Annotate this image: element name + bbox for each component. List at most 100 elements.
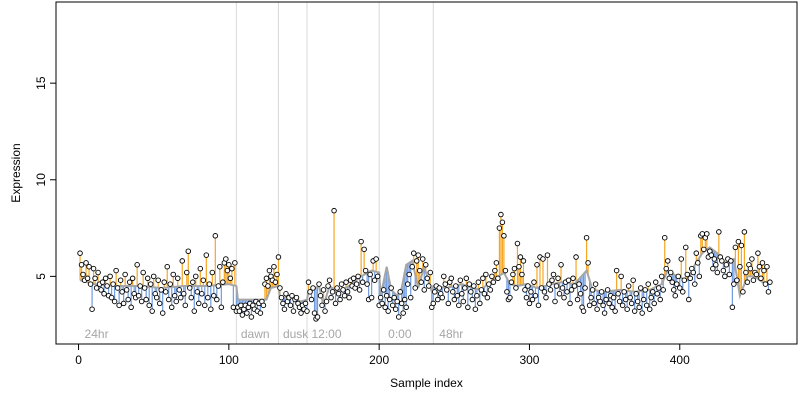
data-point bbox=[574, 296, 581, 303]
data-point bbox=[424, 275, 431, 282]
data-point bbox=[738, 242, 745, 249]
data-point bbox=[138, 298, 145, 305]
data-point bbox=[161, 279, 167, 285]
data-point bbox=[444, 287, 450, 293]
data-point bbox=[618, 273, 624, 280]
data-point bbox=[323, 298, 330, 305]
data-point bbox=[630, 277, 636, 283]
data-point bbox=[110, 281, 116, 287]
data-point bbox=[311, 310, 318, 316]
phase-label: 0:00 bbox=[388, 327, 412, 341]
data-point bbox=[308, 296, 315, 303]
data-point bbox=[576, 281, 582, 287]
data-point bbox=[531, 279, 537, 285]
data-point bbox=[432, 289, 438, 295]
data-point bbox=[687, 275, 694, 282]
data-point bbox=[206, 281, 213, 287]
data-point bbox=[382, 304, 388, 311]
phase-label: dawn bbox=[241, 327, 270, 341]
data-point bbox=[498, 211, 504, 218]
data-point bbox=[265, 283, 271, 289]
data-point bbox=[661, 234, 668, 241]
data-point bbox=[316, 281, 322, 287]
y-tick-label: 15 bbox=[34, 76, 48, 90]
data-point bbox=[567, 300, 573, 307]
data-point bbox=[621, 289, 627, 295]
phase-label: 48hr bbox=[439, 327, 463, 341]
data-point bbox=[741, 229, 748, 235]
data-point bbox=[328, 294, 334, 301]
data-point bbox=[92, 275, 98, 282]
data-point bbox=[658, 273, 665, 280]
data-point bbox=[144, 275, 151, 282]
data-point bbox=[737, 263, 743, 270]
data-point bbox=[196, 300, 202, 307]
data-point bbox=[753, 271, 760, 278]
data-point bbox=[277, 285, 283, 291]
data-point bbox=[184, 269, 190, 276]
data-point bbox=[671, 287, 677, 293]
data-point bbox=[362, 267, 369, 274]
data-point bbox=[543, 294, 549, 301]
data-point bbox=[108, 294, 115, 301]
data-point bbox=[325, 283, 331, 289]
data-point bbox=[355, 273, 361, 280]
data-point bbox=[759, 260, 766, 266]
data-point bbox=[568, 287, 575, 293]
data-point bbox=[555, 275, 561, 282]
data-point bbox=[215, 283, 222, 289]
data-point bbox=[436, 285, 443, 291]
data-point bbox=[731, 281, 737, 287]
data-point bbox=[93, 285, 100, 291]
data-point bbox=[406, 271, 412, 278]
data-point bbox=[125, 296, 131, 303]
data-point bbox=[162, 289, 169, 295]
data-point bbox=[427, 269, 434, 276]
data-point bbox=[728, 258, 734, 264]
data-point bbox=[95, 269, 101, 276]
data-point bbox=[116, 302, 122, 309]
data-point bbox=[187, 285, 193, 291]
data-point bbox=[398, 300, 405, 307]
data-point bbox=[397, 289, 403, 295]
data-point bbox=[640, 296, 647, 303]
data-point bbox=[690, 269, 697, 276]
y-axis: 5 10 15 bbox=[34, 76, 56, 280]
data-point bbox=[459, 291, 465, 297]
data-point bbox=[517, 254, 524, 260]
data-point bbox=[755, 250, 761, 256]
phase-labels: 24hr dawn dusk 12:00 0:00 48hr bbox=[85, 327, 464, 341]
x-axis-label: Sample index bbox=[390, 376, 463, 390]
data-point bbox=[704, 231, 710, 237]
data-point bbox=[159, 310, 166, 316]
data-point bbox=[298, 310, 304, 316]
data-point bbox=[441, 273, 447, 280]
data-point bbox=[597, 298, 603, 305]
data-point bbox=[586, 302, 593, 309]
data-point bbox=[158, 287, 164, 293]
data-point bbox=[696, 273, 703, 280]
data-point bbox=[451, 296, 458, 303]
data-point bbox=[359, 279, 366, 285]
data-point bbox=[244, 310, 250, 316]
data-point bbox=[329, 289, 336, 295]
data-point bbox=[99, 279, 106, 285]
data-point bbox=[612, 308, 618, 314]
data-point bbox=[642, 287, 648, 293]
data-point bbox=[334, 285, 340, 291]
data-point bbox=[149, 308, 155, 314]
data-point bbox=[720, 267, 727, 274]
data-point bbox=[119, 289, 125, 295]
data-point bbox=[77, 250, 83, 256]
data-point bbox=[546, 281, 552, 287]
data-point bbox=[358, 238, 364, 245]
data-point bbox=[516, 263, 522, 270]
data-point bbox=[453, 283, 459, 289]
data-point bbox=[511, 265, 518, 272]
data-point bbox=[386, 296, 393, 303]
data-point bbox=[592, 281, 599, 287]
data-point bbox=[648, 294, 654, 301]
data-point bbox=[182, 302, 189, 309]
data-point bbox=[407, 294, 414, 301]
data-point bbox=[601, 310, 608, 316]
